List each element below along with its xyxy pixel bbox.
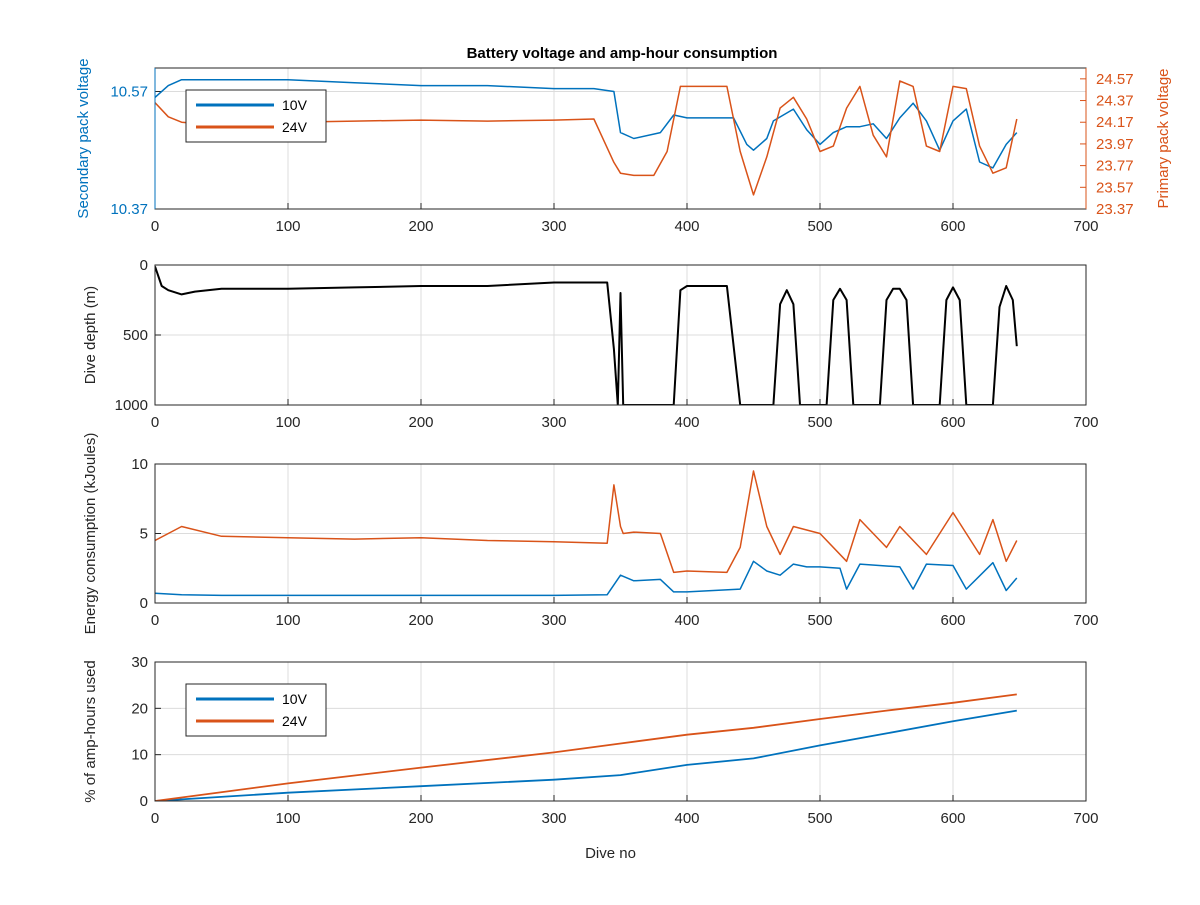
energy-x-tick-label: 400	[674, 612, 699, 629]
energy-series-line-24V	[155, 470, 1018, 574]
amphours-x-tick-label: 200	[408, 810, 433, 827]
voltage-y-right-tick-label: 24.37	[1096, 93, 1134, 110]
amphours-x-tick-label: 100	[275, 810, 300, 827]
depth-x-tick-label: 500	[807, 414, 832, 431]
amphours-y-tick-label: 20	[131, 700, 148, 717]
voltage-x-tick-label: 200	[408, 218, 433, 235]
amphours-ylabel: % of amp-hours used	[82, 660, 99, 803]
voltage-x-tick-label: 100	[275, 218, 300, 235]
voltage-y-tick-label: 10.57	[110, 84, 148, 101]
energy-x-tick-label: 300	[541, 612, 566, 629]
energy-x-tick-label: 100	[275, 612, 300, 629]
energy-x-tick-label: 0	[151, 612, 159, 629]
amphours-y-tick-label: 10	[131, 747, 148, 764]
depth-ylabel: Dive depth (m)	[82, 286, 99, 384]
amphours-series-line-24V	[155, 693, 1017, 801]
figure-title: Battery voltage and amp-hour consumption	[467, 45, 778, 62]
energy-ylabel: Energy consumption (kJoules)	[82, 433, 99, 635]
energy-y-tick-label: 10	[131, 456, 148, 473]
depth-x-tick-label: 700	[1073, 414, 1098, 431]
voltage-series-line-10V	[155, 78, 1018, 169]
voltage-y-right-tick-label: 23.97	[1096, 136, 1134, 153]
depth-y-tick-label: 500	[123, 327, 148, 344]
depth-series-line-depth	[155, 266, 1018, 405]
voltage-legend-label-10V: 10V	[282, 97, 308, 113]
depth-y-tick-label: 0	[140, 257, 148, 274]
depth-x-tick-label: 200	[408, 414, 433, 431]
amphours-x-tick-label: 0	[151, 810, 159, 827]
voltage-ylabel-right: Primary pack voltage	[1155, 68, 1172, 208]
amphours-y-tick-label: 30	[131, 654, 148, 671]
depth-x-tick-label: 0	[151, 414, 159, 431]
depth-x-tick-label: 100	[275, 414, 300, 431]
voltage-x-tick-label: 600	[940, 218, 965, 235]
amphours-y-tick-label: 0	[140, 793, 148, 810]
voltage-series-line-24V	[155, 80, 1018, 196]
energy-x-tick-label: 200	[408, 612, 433, 629]
amphours-xlabel: Dive no	[585, 845, 636, 862]
energy-x-tick-label: 700	[1073, 612, 1098, 629]
voltage-y-tick-label: 10.37	[110, 201, 148, 218]
depth-axes-box	[154, 264, 1087, 406]
voltage-legend-box	[185, 89, 327, 143]
voltage-x-tick-label: 0	[151, 218, 159, 235]
amphours-axes-box	[154, 661, 1087, 802]
voltage-y-right-tick-label: 23.57	[1096, 179, 1134, 196]
voltage-x-tick-label: 500	[807, 218, 832, 235]
depth-x-tick-label: 400	[674, 414, 699, 431]
amphours-legend-box	[185, 683, 327, 737]
amphours-x-tick-label: 400	[674, 810, 699, 827]
energy-series-line-10V	[155, 560, 1018, 597]
amphours-x-tick-label: 700	[1073, 810, 1098, 827]
amphours-x-tick-label: 300	[541, 810, 566, 827]
voltage-x-tick-label: 300	[541, 218, 566, 235]
voltage-legend-label-24V: 24V	[282, 119, 308, 135]
amphours-x-tick-label: 500	[807, 810, 832, 827]
energy-x-tick-label: 600	[940, 612, 965, 629]
depth-x-tick-label: 300	[541, 414, 566, 431]
voltage-ylabel: Secondary pack voltage	[75, 58, 92, 218]
voltage-x-tick-label: 700	[1073, 218, 1098, 235]
voltage-y-right-tick-label: 23.37	[1096, 201, 1134, 218]
energy-x-tick-label: 500	[807, 612, 832, 629]
voltage-y-right-tick-label: 24.57	[1096, 71, 1134, 88]
depth-y-tick-label: 1000	[115, 397, 148, 414]
amphours-series-line-10V	[155, 709, 1017, 801]
amphours-legend-label-24V: 24V	[282, 713, 308, 729]
voltage-y-right-tick-label: 24.17	[1096, 114, 1134, 131]
energy-y-tick-label: 0	[140, 595, 148, 612]
depth-x-tick-label: 600	[940, 414, 965, 431]
voltage-x-tick-label: 400	[674, 218, 699, 235]
voltage-y-right-tick-label: 23.77	[1096, 158, 1134, 175]
energy-y-tick-label: 5	[140, 526, 148, 543]
energy-axes-box	[154, 463, 1087, 604]
amphours-x-tick-label: 600	[940, 810, 965, 827]
amphours-legend-label-10V: 10V	[282, 691, 308, 707]
